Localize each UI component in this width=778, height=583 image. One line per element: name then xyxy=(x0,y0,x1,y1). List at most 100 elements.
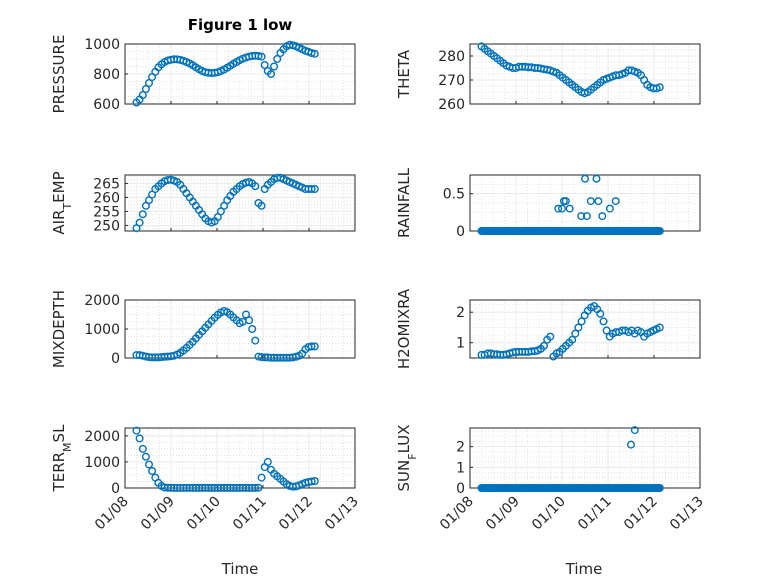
data-point xyxy=(260,61,269,70)
data-point xyxy=(135,218,144,227)
x-tick-label: 01/12 xyxy=(276,494,316,534)
x-tick-label: 01/11 xyxy=(575,494,615,534)
subplot-terr-msl: 0 1000 2000 01/08 01/09 01/10 01/11 01/12 01/13 T… xyxy=(50,424,362,533)
data-point xyxy=(630,426,639,435)
data-point xyxy=(655,323,664,332)
x-tick-label: 01/09 xyxy=(483,494,523,534)
data-point xyxy=(581,174,590,183)
data-point xyxy=(568,335,577,344)
axes-frame xyxy=(469,43,701,105)
y-tick-label: 0 xyxy=(456,224,465,240)
x-tick-label: 01/08 xyxy=(92,494,132,534)
data-point xyxy=(263,457,272,466)
y-axis-label: PRESSURE xyxy=(50,35,68,114)
data-point xyxy=(554,204,563,213)
y-axis-label: AIRTEMP xyxy=(50,171,74,234)
y-tick-label: 0.5 xyxy=(443,187,465,203)
subplot-pressure: 600 800 1000 PRESSURE xyxy=(50,35,356,114)
data-point xyxy=(251,336,260,345)
data-point xyxy=(138,210,147,219)
subplot-rainfall: 0 0.5 RAINFALL xyxy=(395,167,701,240)
y-tick-label: 270 xyxy=(438,73,465,89)
y-tick-label: 2000 xyxy=(84,293,120,309)
data-point xyxy=(254,52,263,61)
y-axis-label: RAINFALL xyxy=(395,167,413,238)
x-tick-label: 01/10 xyxy=(529,494,569,534)
y-tick-label: 0 xyxy=(456,481,465,497)
y-tick-label: 2000 xyxy=(84,429,120,445)
y-tick-label: 2 xyxy=(456,440,465,456)
data-point xyxy=(144,460,153,469)
y-axis-label: THETA xyxy=(395,49,413,99)
y-tick-label: 1000 xyxy=(84,455,120,471)
data-point xyxy=(546,332,555,341)
data-point xyxy=(307,49,316,58)
data-point xyxy=(586,197,595,206)
data-point xyxy=(561,197,570,206)
x-tick-label: 01/09 xyxy=(138,494,178,534)
data-point xyxy=(138,90,147,99)
data-point xyxy=(602,326,611,335)
subplot-mixdepth: 0 1000 2000 MIXDEPTH xyxy=(50,290,356,368)
y-tick-label: 1000 xyxy=(84,37,120,53)
data-point xyxy=(144,78,153,87)
data-point xyxy=(310,184,319,193)
x-tick-label: 01/13 xyxy=(667,494,707,534)
data-point xyxy=(571,329,580,338)
y-axis-label: SUNFLUX xyxy=(395,425,419,492)
y-tick-label: 265 xyxy=(93,176,120,192)
data-point xyxy=(307,342,316,351)
data-point xyxy=(310,342,319,351)
data-point xyxy=(611,197,620,206)
y-tick-label: 260 xyxy=(438,97,465,113)
data-point xyxy=(577,212,586,221)
data-point xyxy=(254,483,263,492)
x-tick-label: 01/11 xyxy=(230,494,270,534)
axes-frame xyxy=(469,299,701,359)
x-tick-label: 01/08 xyxy=(437,494,477,534)
axes-frame xyxy=(124,299,356,359)
y-tick-label: 255 xyxy=(93,204,120,220)
data-point xyxy=(655,83,664,92)
data-point xyxy=(565,204,574,213)
y-tick-label: 800 xyxy=(93,67,120,83)
data-point xyxy=(540,341,549,350)
data-point xyxy=(251,182,260,191)
x-tick-label: 01/13 xyxy=(322,494,362,534)
data-point xyxy=(605,204,614,213)
y-tick-label: 0 xyxy=(111,351,120,367)
data-point xyxy=(267,69,276,78)
y-tick-label: 1000 xyxy=(84,322,120,338)
figure-title: Figure 1 low xyxy=(188,16,293,34)
data-point xyxy=(599,317,608,326)
y-axis-label: MIXDEPTH xyxy=(50,290,68,368)
subplot-sun-flux: 0 1 2 01/08 01/09 01/10 01/11 01/12 01/13 SUNFLUX xyxy=(395,425,707,534)
data-point xyxy=(592,174,601,183)
data-point xyxy=(596,309,605,318)
x-axis-label-right: Time xyxy=(565,560,603,578)
data-point xyxy=(574,323,583,332)
data-point xyxy=(257,473,266,482)
x-axis-label-left: Time xyxy=(221,560,259,578)
subplot-h2omixra: 1 2 H2OMIXRA xyxy=(395,288,701,369)
data-point xyxy=(141,84,150,93)
data-point xyxy=(627,440,636,449)
y-axis-label: TERRMSL xyxy=(50,424,74,493)
data-point xyxy=(594,197,603,206)
data-point xyxy=(310,477,319,486)
axes-frame xyxy=(124,174,356,232)
y-tick-label: 260 xyxy=(93,190,120,206)
y-tick-label: 600 xyxy=(93,97,120,113)
y-tick-label: 2 xyxy=(456,305,465,321)
data-point xyxy=(138,444,147,453)
data-point xyxy=(558,204,567,213)
axes-frame xyxy=(124,43,356,105)
x-tick-label: 01/12 xyxy=(621,494,661,534)
data-point xyxy=(245,316,254,325)
data-point xyxy=(655,484,664,493)
y-tick-label: 0 xyxy=(111,481,120,497)
data-point xyxy=(135,434,144,443)
